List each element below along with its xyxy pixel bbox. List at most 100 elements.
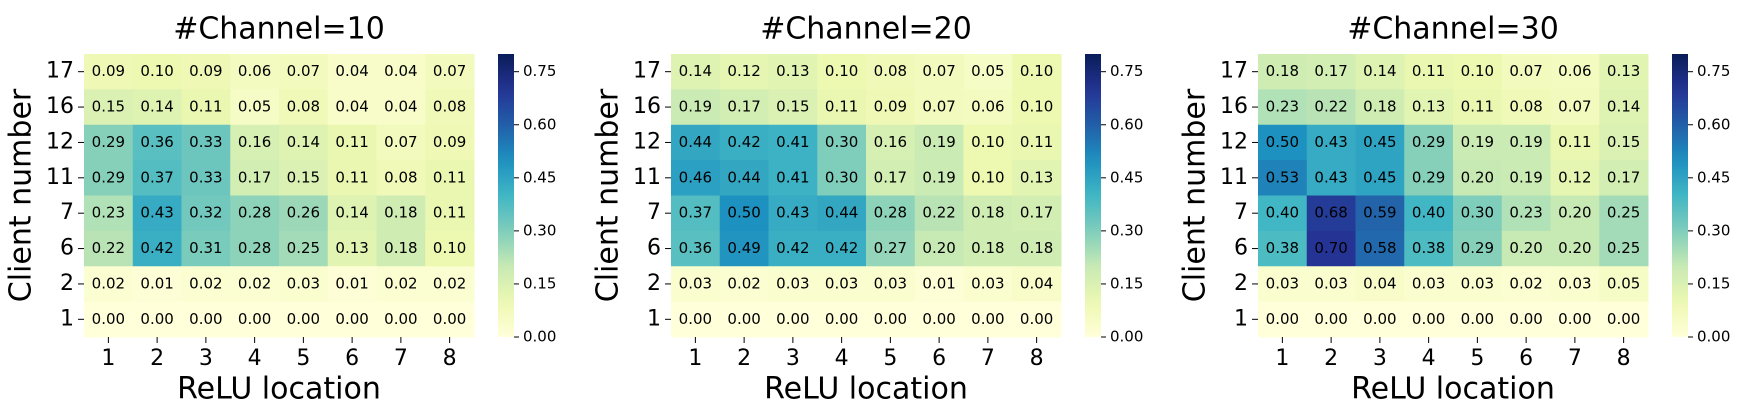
cell-label: 0.37 (679, 204, 712, 222)
heat-cell (132, 230, 182, 267)
cell-label: 0.00 (679, 310, 712, 328)
heat-cell (181, 195, 231, 232)
cell-label: 0.00 (1363, 310, 1396, 328)
chart-title: #Channel=10 (173, 12, 385, 47)
x-tick-label: 4 (1422, 346, 1436, 371)
heat-cell (1355, 124, 1405, 161)
heat-cell (132, 195, 182, 232)
cell-label: 0.03 (1412, 274, 1445, 292)
heat-cell (425, 266, 475, 303)
heat-cell (1599, 124, 1649, 161)
x-axis-label: ReLU location (177, 372, 381, 407)
heat-cell (768, 230, 818, 267)
heat-cell (376, 266, 426, 303)
heat-cell (963, 195, 1013, 232)
colorbar (498, 54, 514, 337)
cell-label: 0.20 (1558, 204, 1591, 222)
heat-cell (768, 160, 818, 196)
colorbar-tick-label: 0.75 (1697, 62, 1730, 80)
colorbar-tick-label: 0.30 (1110, 221, 1143, 239)
cell-label: 0.19 (1509, 168, 1542, 186)
heat-cell (425, 301, 475, 338)
cell-label: 0.19 (1461, 133, 1494, 151)
heat-cell (84, 160, 134, 196)
y-tick-label: 12 (633, 129, 661, 154)
heat-cell (671, 89, 721, 126)
heat-cell (425, 230, 475, 267)
cell-label: 0.08 (433, 98, 466, 116)
heat-cell (181, 160, 231, 196)
heat-cell (376, 160, 426, 196)
heat-cell (914, 230, 964, 267)
heat-cell (1550, 89, 1600, 126)
heat-cell (84, 301, 134, 338)
heat-cell (84, 54, 134, 90)
heat-cell (768, 301, 818, 338)
cell-label: 0.23 (1509, 204, 1542, 222)
heat-cell (279, 54, 329, 90)
heat-cell (1453, 124, 1503, 161)
heat-cell (1355, 195, 1405, 232)
heat-cell (1355, 230, 1405, 267)
heat-cell (817, 195, 867, 232)
cell-label: 0.00 (1509, 310, 1542, 328)
colorbar-tick-label: 0.60 (1110, 115, 1143, 133)
cell-label: 0.40 (1412, 204, 1445, 222)
heat-cell (230, 124, 280, 161)
cell-label: 0.00 (1020, 310, 1053, 328)
cell-label: 0.11 (1558, 133, 1591, 151)
cell-label: 0.08 (384, 168, 417, 186)
cell-label: 0.11 (1020, 133, 1053, 151)
heat-cell (963, 54, 1013, 90)
x-tick-label: 5 (1470, 346, 1484, 371)
x-tick-label: 2 (1324, 346, 1338, 371)
cell-label: 0.03 (1558, 274, 1591, 292)
y-tick-label: 11 (46, 165, 74, 190)
cell-label: 0.13 (1020, 168, 1053, 186)
cell-label: 0.50 (1266, 133, 1299, 151)
cell-label: 0.18 (1020, 239, 1053, 257)
cell-label: 0.28 (874, 204, 907, 222)
cell-label: 0.16 (874, 133, 907, 151)
heat-cell (866, 266, 916, 303)
cell-label: 0.44 (679, 133, 712, 151)
cell-label: 0.11 (1461, 98, 1494, 116)
x-tick-label: 4 (835, 346, 849, 371)
heat-cell (817, 124, 867, 161)
heat-cell (1453, 230, 1503, 267)
x-tick-label: 1 (688, 346, 702, 371)
cell-label: 0.42 (140, 239, 173, 257)
y-axis-label: Client number (4, 88, 39, 302)
heat-cell (230, 266, 280, 303)
heat-cell (866, 301, 916, 338)
cell-label: 0.40 (1266, 204, 1299, 222)
cell-label: 0.14 (1607, 98, 1640, 116)
cell-label: 0.50 (727, 204, 760, 222)
heat-cell (1550, 266, 1600, 303)
heat-cell (1404, 195, 1454, 232)
cell-label: 0.44 (727, 168, 760, 186)
heat-cell (84, 89, 134, 126)
cell-label: 0.04 (384, 98, 417, 116)
cell-label: 0.06 (238, 62, 271, 80)
cell-label: 0.25 (287, 239, 320, 257)
heat-cell (1599, 230, 1649, 267)
cell-label: 0.36 (140, 133, 173, 151)
x-tick-label: 5 (296, 346, 310, 371)
cell-label: 0.17 (874, 168, 907, 186)
heat-cell (671, 160, 721, 196)
cell-label: 0.07 (384, 133, 417, 151)
heat-cell (425, 195, 475, 232)
panel: #Channel=10 0.09 0.10 0.09 0.06 0.07 0.04 0.04 0… (4, 12, 557, 407)
heat-cell (1599, 89, 1649, 126)
y-tick-label: 1 (60, 306, 74, 331)
cell-label: 0.17 (238, 168, 271, 186)
heat-cell (1550, 124, 1600, 161)
heat-cell (1306, 124, 1356, 161)
colorbar-tick-label: 0.60 (523, 115, 556, 133)
cell-label: 0.07 (1509, 62, 1542, 80)
x-tick-label: 1 (1275, 346, 1289, 371)
heat-cell (1404, 160, 1454, 196)
heat-cell (914, 54, 964, 90)
x-tick-label: 8 (443, 346, 457, 371)
